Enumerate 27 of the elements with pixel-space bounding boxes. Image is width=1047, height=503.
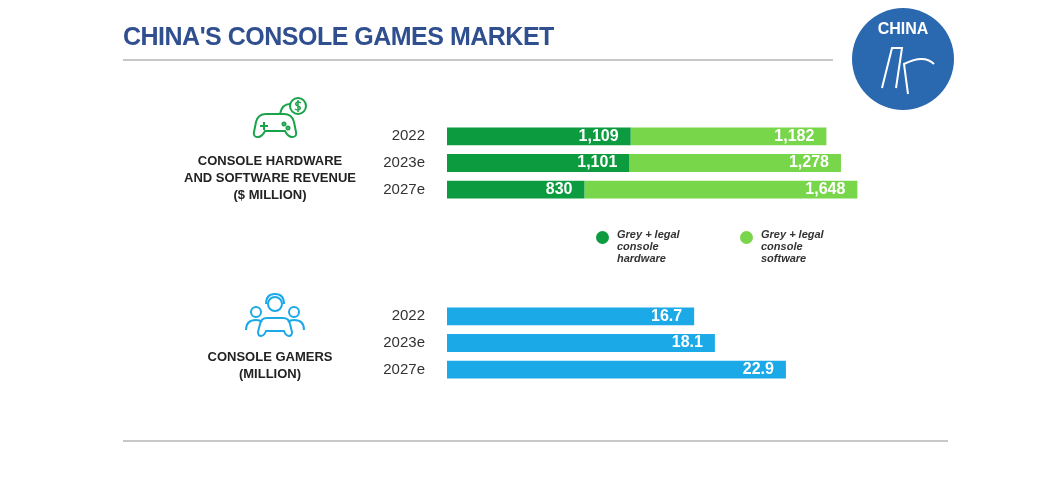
legend-label: Grey + legal console hardware [617,228,681,264]
y-axis-title: CONSOLE GAMERS (MILLION) [206,348,334,382]
y-tick-label: 2023e [383,333,425,351]
bar [447,154,630,172]
y-tick-label: 2023e [383,153,425,171]
y-axis-title: CONSOLE HARDWARE AND SOFTWARE REVENUE ($ MILLION) [183,152,357,203]
y-tick-label: 2022 [391,306,425,324]
chart-title: CHINA'S CONSOLE GAMES MARKET [123,22,554,51]
data-label: 16.7 [651,306,683,324]
wall-badge-icon: CHINA [852,8,954,110]
bar [447,180,585,199]
data-label: 1,109 [578,126,619,144]
bar [447,127,631,146]
y-tick-label: 2027e [383,179,425,197]
data-label: 1,648 [805,180,846,198]
bar [630,127,827,146]
bar [584,180,858,199]
data-label: 1,101 [577,153,618,171]
bar [629,154,841,172]
data-label: 18.1 [671,333,703,351]
data-label: 1,278 [788,153,830,171]
data-label: 22.9 [742,360,775,378]
y-tick-label: 2022 [391,126,425,144]
legend-label: Grey + legal console software [761,228,825,264]
data-label: 830 [545,180,573,198]
data-label: 1,182 [774,126,815,144]
y-tick-label: 2027e [383,359,425,377]
